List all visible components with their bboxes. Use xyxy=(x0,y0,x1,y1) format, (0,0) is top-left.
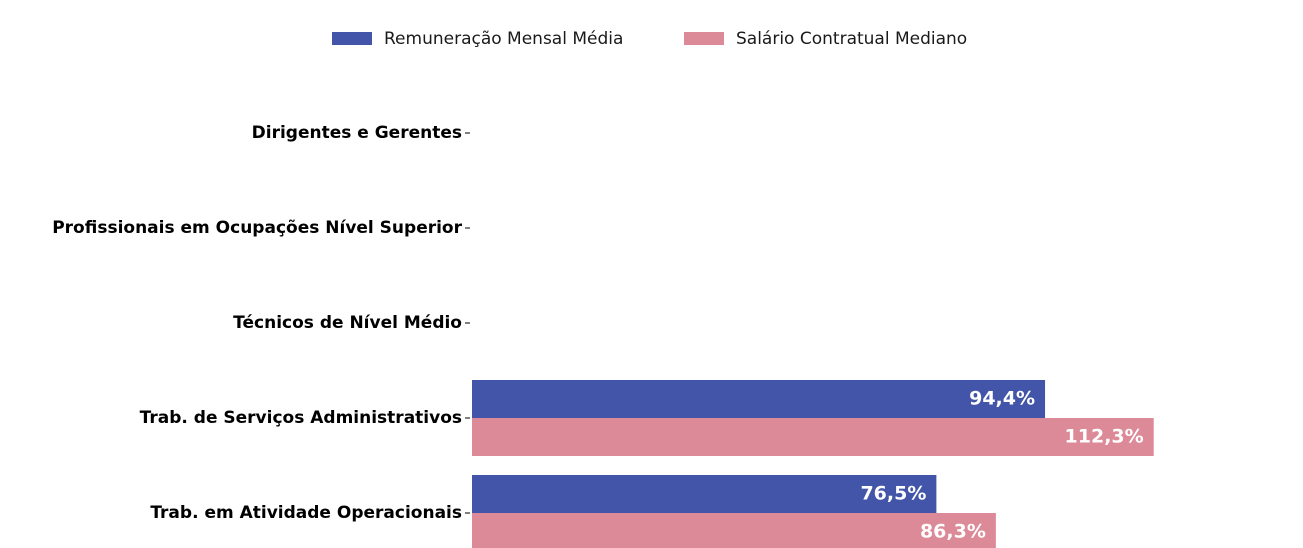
bar xyxy=(472,380,1046,418)
y-tick-label: Trab. em Atividade Operacionais xyxy=(150,503,462,523)
legend-label: Salário Contratual Mediano xyxy=(736,29,967,49)
y-tick-label: Profissionais em Ocupações Nível Superio… xyxy=(52,218,462,238)
bar xyxy=(472,513,996,548)
y-tick-label: Técnicos de Nível Médio xyxy=(233,313,462,333)
value-label: 112,3% xyxy=(1065,426,1144,448)
value-label: 94,4% xyxy=(969,388,1035,410)
legend-swatch xyxy=(332,32,372,45)
y-tick-label: Trab. de Serviços Administrativos xyxy=(140,408,462,428)
legend-label: Remuneração Mensal Média xyxy=(384,29,623,49)
value-label: 86,3% xyxy=(920,521,986,543)
bar xyxy=(472,475,937,513)
bar xyxy=(472,418,1154,456)
value-label: 76,5% xyxy=(860,483,926,505)
y-tick-label: Dirigentes e Gerentes xyxy=(252,123,462,143)
legend-swatch xyxy=(684,32,724,45)
